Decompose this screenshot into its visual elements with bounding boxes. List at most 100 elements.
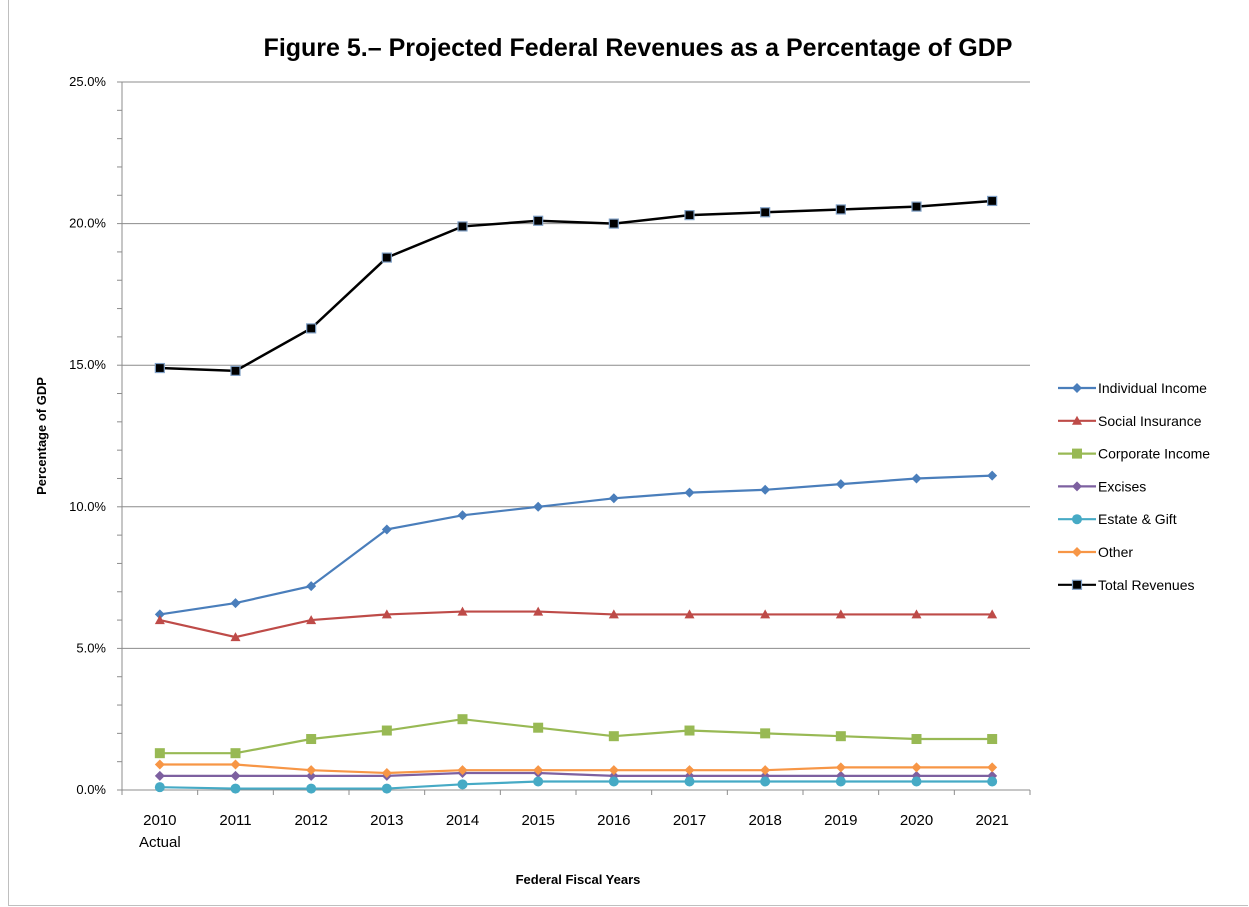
data-point-social-insurance: [911, 609, 922, 619]
data-point-estate-gift: [987, 776, 998, 787]
data-point-total-revenues: [381, 252, 392, 263]
x-tick-label: 2018: [748, 812, 781, 829]
x-tick-labels: 2010 Actual 2011 2012 2013 2014 2015 2016 2017 20…: [139, 812, 1009, 851]
data-point-estate-gift: [381, 783, 392, 794]
series-line-total-revenues: [159, 199, 993, 373]
data-point-social-insurance: [684, 609, 695, 619]
data-point-individual-income: [684, 487, 695, 498]
legend-label: Corporate Income: [1098, 446, 1210, 462]
y-axis-title: Percentage of GDP: [34, 377, 49, 495]
data-point-corporate-income: [684, 725, 695, 736]
x-tick-label: 2013: [370, 812, 403, 829]
data-point-total-revenues: [987, 195, 998, 207]
legend-item-corporate-income: Corporate Income: [1058, 446, 1210, 462]
legend-label: Estate & Gift: [1098, 511, 1177, 527]
series-line-social-insurance: [159, 610, 993, 639]
data-point-social-insurance: [533, 606, 544, 616]
data-point-estate-gift: [608, 776, 619, 787]
data-point-excises: [230, 770, 241, 781]
series-social-insurance: [154, 606, 998, 642]
data-point-individual-income: [306, 581, 317, 592]
data-point-corporate-income: [835, 731, 846, 742]
data-point-individual-income: [230, 598, 241, 609]
data-point-estate-gift: [306, 783, 317, 794]
x-tick-label: 2010: [143, 812, 176, 829]
data-point-other: [154, 759, 165, 770]
legend-item-estate-gift: Estate & Gift: [1058, 511, 1177, 527]
chart-area: [8, 0, 1248, 906]
data-point-estate-gift: [154, 782, 165, 793]
data-point-excises: [306, 770, 317, 781]
data-point-total-revenues: [154, 362, 165, 374]
data-point-total-revenues: [835, 204, 846, 215]
data-point-corporate-income: [533, 722, 544, 733]
series-total-revenues: [154, 195, 998, 376]
data-point-estate-gift: [230, 783, 241, 794]
data-point-other: [987, 762, 998, 773]
data-point-estate-gift: [911, 776, 922, 787]
series-line-other: [159, 763, 993, 775]
data-point-other: [608, 765, 619, 776]
x-tick-label: 2012: [294, 812, 327, 829]
legend-label: Other: [1098, 544, 1133, 560]
x-tick-label: 2014: [446, 812, 479, 829]
data-point-individual-income: [987, 470, 998, 481]
data-point-individual-income: [381, 524, 392, 535]
data-point-corporate-income: [230, 748, 241, 759]
series-line-excises: [159, 771, 993, 777]
y-tick-label: 5.0%: [76, 640, 106, 655]
legend-item-total-revenues: Total Revenues: [1058, 577, 1195, 593]
data-point-other: [230, 759, 241, 770]
legend: Individual Income Social Insurance Corpora…: [1058, 380, 1210, 593]
data-point-total-revenues: [760, 207, 771, 218]
series-line-estate-gift: [159, 780, 993, 790]
data-point-estate-gift: [457, 779, 468, 790]
data-point-corporate-income: [457, 714, 468, 725]
data-point-total-revenues: [457, 221, 468, 232]
y-tick-label: 10.0%: [69, 499, 106, 514]
y-tick-label: 0.0%: [76, 782, 106, 797]
x-axis-title: Federal Fiscal Years: [516, 872, 641, 887]
data-point-corporate-income: [608, 731, 619, 742]
data-point-other: [835, 762, 846, 773]
data-point-estate-gift: [760, 776, 771, 787]
legend-marker: [1072, 481, 1082, 492]
data-point-individual-income: [533, 501, 544, 512]
legend-marker: [1072, 415, 1082, 425]
data-point-corporate-income: [760, 728, 771, 739]
legend-item-other: Other: [1058, 544, 1133, 560]
series-group: [154, 195, 998, 794]
y-tick-label: 20.0%: [69, 216, 106, 231]
data-point-total-revenues: [608, 218, 619, 229]
series-corporate-income: [154, 714, 998, 759]
data-point-estate-gift: [835, 776, 846, 787]
data-point-corporate-income: [987, 734, 998, 745]
x-tick-label: 2020: [900, 812, 933, 829]
x-tick-sublabel: Actual: [139, 834, 181, 851]
x-tick-label: 2015: [521, 812, 554, 829]
legend-marker: [1072, 448, 1082, 459]
legend-marker: [1071, 579, 1083, 590]
data-point-other: [911, 762, 922, 773]
data-point-individual-income: [154, 609, 165, 620]
data-point-other: [306, 765, 317, 776]
data-point-social-insurance: [457, 606, 468, 616]
legend-marker: [1072, 547, 1082, 557]
x-tick-label: 2021: [975, 812, 1008, 829]
data-point-total-revenues: [230, 365, 241, 376]
data-point-other: [760, 765, 771, 776]
data-point-social-insurance: [230, 632, 241, 642]
data-point-total-revenues: [911, 201, 922, 212]
series-individual-income: [154, 470, 998, 620]
data-point-total-revenues: [684, 210, 695, 221]
data-point-individual-income: [835, 479, 846, 490]
data-point-individual-income: [457, 510, 468, 521]
chart-title: Figure 5.– Projected Federal Revenues as…: [264, 34, 1013, 62]
data-point-estate-gift: [684, 776, 695, 787]
series-estate-gift: [154, 776, 998, 794]
data-point-social-insurance: [381, 609, 392, 619]
y-tick-label: 25.0%: [69, 74, 106, 89]
legend-marker: [1072, 514, 1082, 525]
series-line-corporate-income: [159, 718, 993, 755]
